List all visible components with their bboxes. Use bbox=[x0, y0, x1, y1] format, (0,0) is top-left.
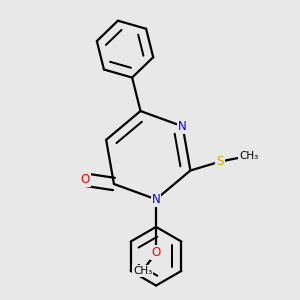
Text: O: O bbox=[152, 246, 161, 259]
Text: CH₃: CH₃ bbox=[239, 151, 259, 161]
Text: N: N bbox=[152, 193, 161, 206]
Text: CH₃: CH₃ bbox=[133, 266, 152, 276]
Text: N: N bbox=[178, 120, 187, 133]
Text: O: O bbox=[80, 173, 90, 186]
Text: S: S bbox=[216, 155, 224, 168]
